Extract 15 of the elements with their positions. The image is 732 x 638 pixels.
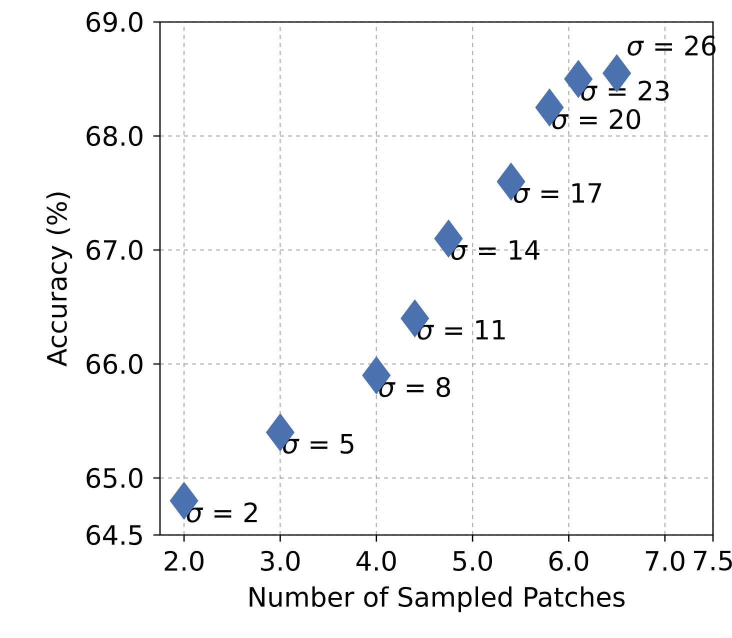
x-tick-label: 6.0 bbox=[549, 550, 588, 571]
y-tick-label: 68.0 bbox=[86, 126, 142, 146]
y-tick-label: 66.0 bbox=[86, 354, 142, 374]
y-tick-label: 64.5 bbox=[86, 524, 142, 546]
y-tick-label: 69.0 bbox=[86, 12, 142, 32]
x-axis-title: Number of Sampled Patches bbox=[250, 586, 625, 612]
x-tick-label: 4.0 bbox=[356, 550, 396, 571]
x-tick-label: 7.0 bbox=[646, 550, 684, 571]
x-tick-label: 7.5 bbox=[694, 550, 732, 571]
x-tick-label: 5.0 bbox=[453, 550, 492, 571]
x-tick-label: 3.0 bbox=[261, 550, 300, 571]
y-tick-label: 67.0 bbox=[86, 240, 142, 260]
x-tick-label: 2.0 bbox=[164, 550, 204, 571]
y-axis-title: Accuracy (%) bbox=[46, 192, 72, 366]
y-tick-label: 65.0 bbox=[86, 468, 142, 488]
